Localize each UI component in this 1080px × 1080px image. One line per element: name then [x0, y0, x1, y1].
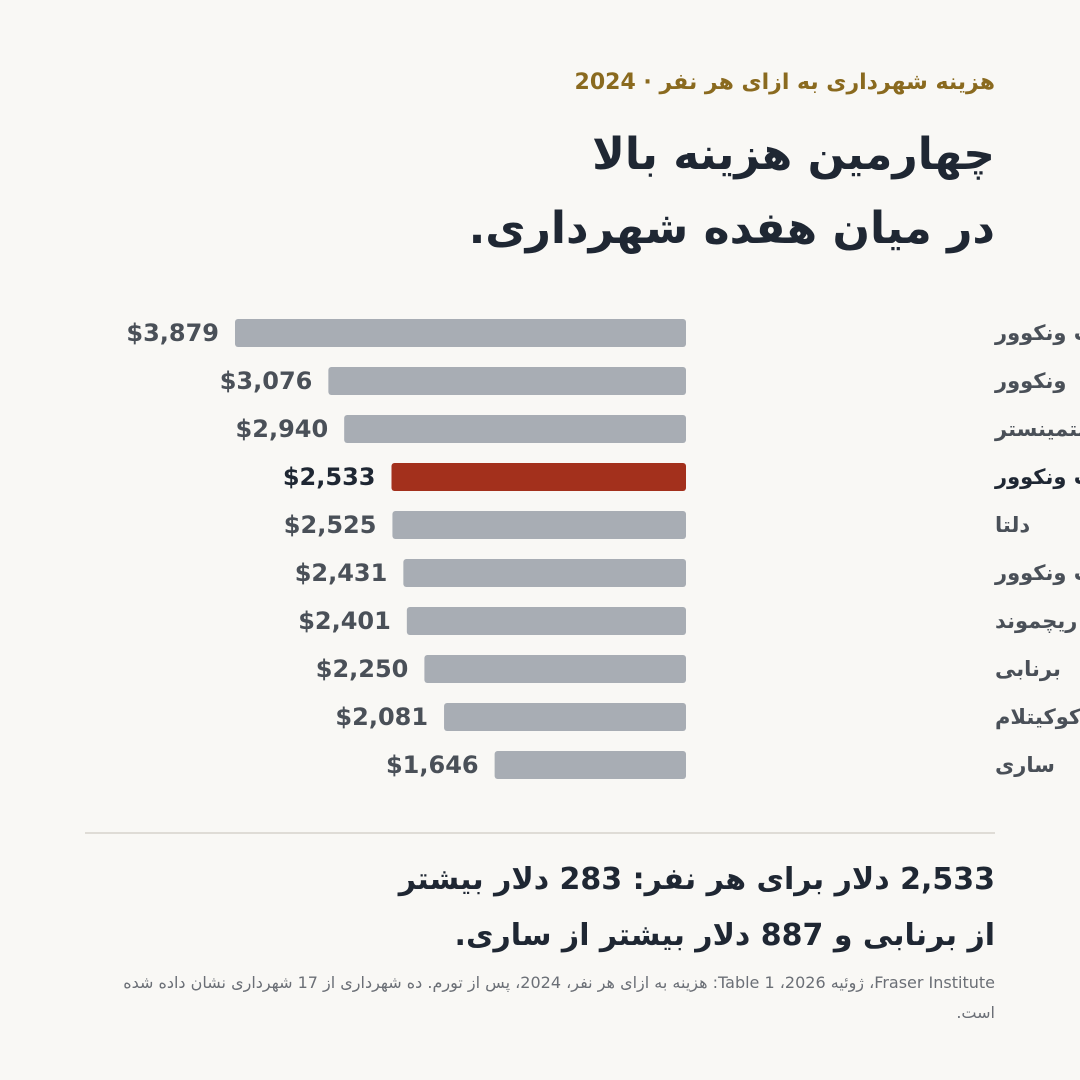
- bar: [328, 367, 686, 395]
- category-label: ساری: [995, 753, 1055, 777]
- bar-highlight: [391, 463, 686, 491]
- bar: [403, 559, 686, 587]
- bar: [406, 607, 686, 635]
- bar: [494, 751, 686, 779]
- bar: [392, 511, 686, 539]
- category-label: شهر نورث ونکوور: [994, 561, 1080, 585]
- chart-title: چهارمین هزینه بالا در میان هفده شهرداری.: [469, 118, 995, 266]
- category-label: کوکیتلام: [995, 705, 1080, 729]
- bar: [444, 703, 686, 731]
- category-label: ونکوور: [994, 369, 1066, 393]
- category-label: ریچموند: [995, 609, 1077, 633]
- bar: [235, 319, 686, 347]
- value-label: $2,533: [283, 463, 376, 491]
- bar: [344, 415, 686, 443]
- bar: [424, 655, 686, 683]
- category-label: برنابی: [995, 657, 1061, 681]
- value-label: $2,525: [284, 511, 377, 539]
- chart-eyebrow: هزینه شهرداری به ازای هر نفر · 2024: [574, 70, 995, 95]
- summary-text: 2,533 دلار برای هر نفر: 283 دلار بیشتر ا…: [399, 852, 995, 964]
- value-label: $2,250: [316, 655, 409, 683]
- divider: [85, 832, 995, 834]
- summary-line-1: 2,533 دلار برای هر نفر: 283 دلار بیشتر: [398, 862, 995, 897]
- category-label: دیستریکت نورث ونکوور: [994, 465, 1080, 489]
- value-label: $2,940: [236, 415, 329, 443]
- value-label: $2,401: [298, 607, 391, 635]
- bar-chart: $3,879 وست ونکوور $3,076 ونکوور $2,940 نیو وس…: [126, 319, 1080, 779]
- summary-line-2: از برنابی و 887 دلار بیشتر از ساری.: [454, 918, 995, 953]
- category-label: دلتا: [995, 513, 1030, 537]
- category-label: نیو وستمینستر: [994, 417, 1080, 441]
- source-note: Fraser Institute، ژوئیه 2026، Table 1: ه…: [123, 973, 995, 1022]
- chart-title-line-1: چهارمین هزینه بالا: [592, 129, 995, 180]
- value-label: $2,431: [295, 559, 388, 587]
- category-label: وست ونکوور: [994, 321, 1080, 345]
- chart-title-line-2: در میان هفده شهرداری.: [468, 203, 995, 254]
- value-label: $1,646: [386, 751, 479, 779]
- value-label: $3,076: [220, 367, 313, 395]
- value-label: $2,081: [335, 703, 428, 731]
- value-label: $3,879: [126, 319, 219, 347]
